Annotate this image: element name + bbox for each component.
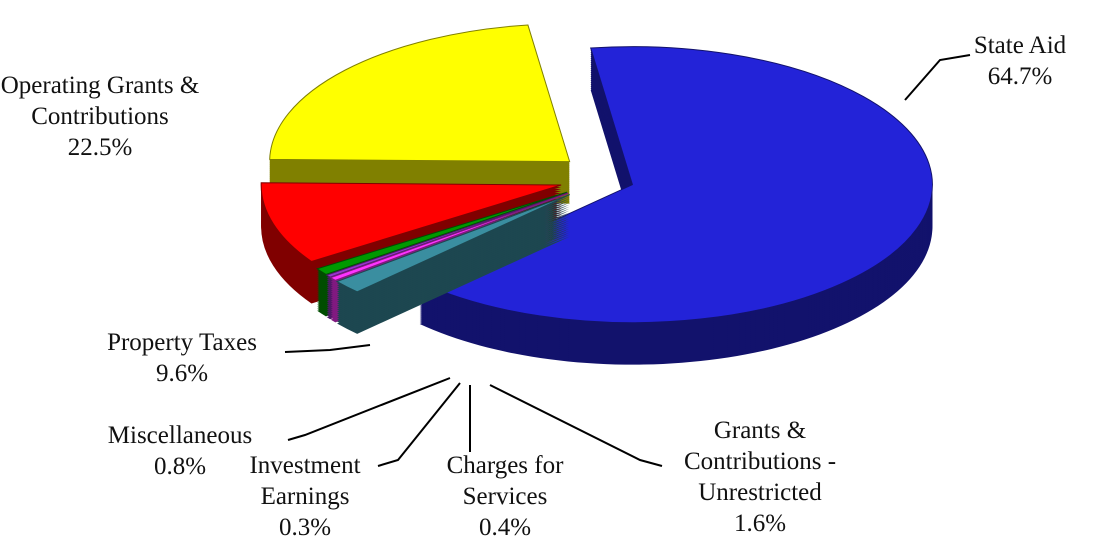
slice-label: Investment Earnings 0.3%: [220, 450, 390, 543]
category-name: State Aid: [973, 32, 1067, 59]
slice: [418, 46, 933, 365]
slices: [260, 24, 933, 365]
value-label: 9.6%: [155, 360, 209, 387]
leader: [377, 382, 461, 467]
category-name: Grants & Contributions - Unrestricted: [683, 417, 837, 506]
leader: [904, 54, 971, 101]
leader: [284, 344, 371, 353]
slice-top: [335, 194, 571, 293]
value-label: 0.4%: [478, 514, 532, 541]
slice-label: State Aid 64.7%: [950, 30, 1090, 92]
category-name: Property Taxes: [107, 329, 257, 356]
value-label: 1.6%: [733, 510, 787, 537]
leader: [287, 377, 451, 441]
value-label: 0.8%: [153, 453, 207, 480]
leader: [489, 384, 663, 467]
slice-label: Operating Grants & Contributions 22.5%: [0, 70, 200, 163]
value-label: 22.5%: [67, 134, 133, 161]
slice-top: [260, 182, 562, 263]
slice-top: [269, 24, 571, 163]
value-label: 64.7%: [987, 63, 1053, 90]
slice-label: Property Taxes 9.6%: [72, 327, 292, 389]
slice: [269, 24, 571, 204]
slice-label: Charges for Services 0.4%: [420, 450, 590, 543]
slice-label: Grants & Contributions - Unrestricted 1.6…: [650, 415, 870, 539]
slice-label: Miscellaneous 0.8%: [70, 420, 290, 482]
slice: [335, 194, 571, 334]
category-name: Miscellaneous: [107, 422, 253, 449]
slice-top: [418, 46, 933, 324]
category-name: Operating Grants & Contributions: [0, 72, 200, 130]
slice-top: [316, 191, 568, 275]
category-name: Investment Earnings: [249, 452, 361, 510]
value-label: 0.3%: [278, 514, 332, 541]
slice-top: [325, 192, 568, 278]
category-name: Charges for Services: [446, 452, 564, 510]
slice-top: [329, 192, 569, 281]
